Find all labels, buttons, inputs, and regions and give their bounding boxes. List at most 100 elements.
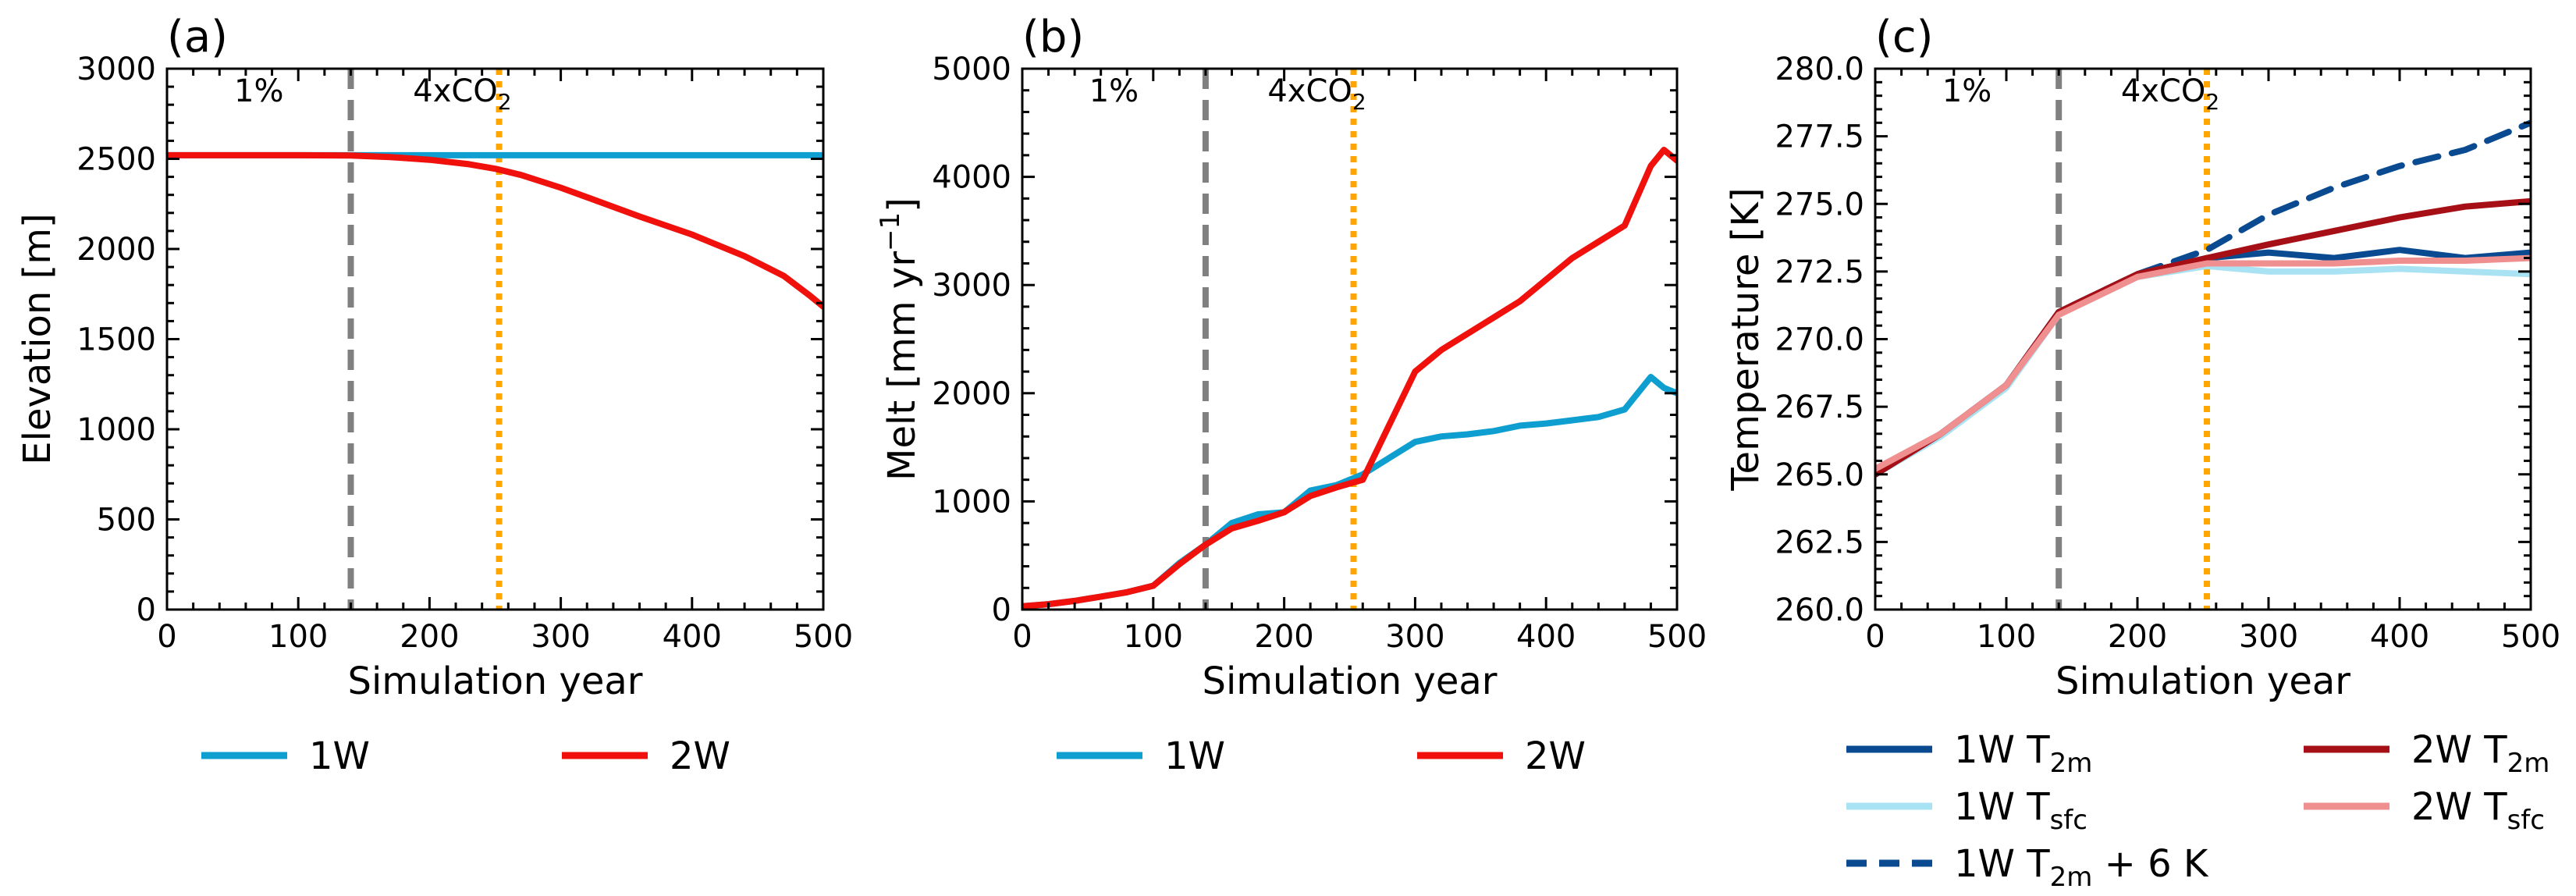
legend-label-subscript: 2m xyxy=(2050,748,2093,779)
y-tick-label: 2500 xyxy=(76,142,156,178)
legend-label-subscript: 2m xyxy=(2507,748,2550,779)
series-line-2w xyxy=(1022,147,1677,610)
y-tick-label: 1000 xyxy=(76,412,156,448)
phase-annotation-4xco2-sub: 2 xyxy=(2205,89,2219,115)
axes-frame xyxy=(1021,67,1679,611)
legend-label-1w-t2m-6-k: 1W T2m + 6 K xyxy=(1954,842,2209,893)
y-tick-label: 267.5 xyxy=(1775,389,1864,425)
legend-label-1w: 1W xyxy=(309,734,370,778)
x-tick-label: 200 xyxy=(2108,619,2167,655)
x-tick-label: 200 xyxy=(400,619,459,655)
phase-annotation-4xco2-main: 4xCO xyxy=(1267,73,1352,109)
legend-label-1w-t2m: 1W T2m xyxy=(1954,728,2092,779)
y-axis-label-main: Melt [mm yr xyxy=(880,251,924,481)
legend-label-2w-tsfc: 2W Tsfc xyxy=(2411,785,2545,836)
phase-annotation-4xco2: 4xCO2 xyxy=(1267,73,1366,115)
x-tick-label: 400 xyxy=(663,619,722,655)
legend-label-subscript: sfc xyxy=(2050,805,2087,836)
axes-frame xyxy=(1874,67,2532,611)
x-tick-label: 0 xyxy=(1865,619,1885,655)
legend-label-main: 1W T xyxy=(1954,728,2050,772)
x-tick-label: 500 xyxy=(1647,619,1707,655)
panel-label: (c) xyxy=(1875,12,1933,62)
x-tick-label: 300 xyxy=(2239,619,2298,655)
x-tick-label: 100 xyxy=(268,619,328,655)
y-tick-label: 280.0 xyxy=(1775,52,1864,87)
phase-annotation-1pct: 1% xyxy=(1942,73,1992,109)
phase-annotation-4xco2-sub: 2 xyxy=(498,89,512,115)
plot-area xyxy=(1022,69,1677,610)
x-tick-label: 300 xyxy=(1385,619,1444,655)
legend-label-main: 2W T xyxy=(2411,728,2507,772)
phase-annotation-4xco2-main: 4xCO xyxy=(2121,73,2206,109)
y-tick-label: 4000 xyxy=(932,160,1011,196)
legend-label-main: 1W T xyxy=(1954,785,2050,829)
x-tick-label: 0 xyxy=(157,619,176,655)
y-tick-label: 2000 xyxy=(932,376,1011,412)
y-tick-label: 500 xyxy=(97,503,156,539)
legend-label-main: 1W T xyxy=(1954,842,2050,886)
y-tick-label: 277.5 xyxy=(1775,119,1864,155)
x-tick-label: 300 xyxy=(531,619,590,655)
y-tick-label: 270.0 xyxy=(1775,322,1864,358)
series-line-2w-t2m xyxy=(1875,197,2531,478)
y-axis-label: Temperature [K] xyxy=(1724,187,1768,491)
y-tick-label: 0 xyxy=(137,592,156,628)
y-tick-label: 3000 xyxy=(76,52,156,87)
x-tick-label: 100 xyxy=(1124,619,1183,655)
y-axis-label-end: ] xyxy=(880,197,924,212)
legend-label-2w: 2W xyxy=(670,734,730,778)
legend-label-2w: 2W xyxy=(1525,734,1586,778)
y-axis-label: Elevation [m] xyxy=(16,213,59,464)
x-tick-label: 400 xyxy=(1516,619,1576,655)
y-tick-label: 3000 xyxy=(932,268,1011,304)
legend-label-subscript: sfc xyxy=(2507,805,2545,836)
phase-annotation-1pct: 1% xyxy=(234,73,283,109)
x-axis-label: Simulation year xyxy=(2055,660,2350,703)
phase-annotation-1pct: 1% xyxy=(1089,73,1139,109)
phase-annotation-4xco2-main: 4xCO xyxy=(413,73,498,109)
series-line-2w xyxy=(167,151,823,310)
series-line-1w-t2m xyxy=(1875,247,2531,478)
legend-label-1w: 1W xyxy=(1164,734,1225,778)
x-tick-label: 500 xyxy=(794,619,853,655)
y-tick-label: 272.5 xyxy=(1775,254,1864,290)
y-tick-label: 2000 xyxy=(76,232,156,268)
series-line-2w-tsfc xyxy=(1875,254,2531,472)
series-line-1w xyxy=(1022,374,1677,610)
plot-area xyxy=(167,69,823,610)
y-tick-label: 5000 xyxy=(932,52,1011,87)
y-tick-label: 1500 xyxy=(76,322,156,358)
axes-frame xyxy=(165,67,825,611)
y-tick-label: 275.0 xyxy=(1775,187,1864,222)
y-tick-label: 265.0 xyxy=(1775,457,1864,493)
panel-label: (b) xyxy=(1022,12,1084,62)
legend-label-end: + 6 K xyxy=(2092,842,2209,886)
x-tick-label: 500 xyxy=(2501,619,2560,655)
y-tick-label: 0 xyxy=(992,592,1011,628)
plot-area xyxy=(1875,69,2531,610)
x-tick-label: 100 xyxy=(1977,619,2036,655)
y-axis-label-superscript: −1 xyxy=(875,212,906,251)
y-tick-label: 1000 xyxy=(932,484,1011,520)
legend-label-subscript: 2m xyxy=(2050,862,2093,893)
x-tick-label: 400 xyxy=(2370,619,2429,655)
panel-label: (a) xyxy=(167,12,228,62)
y-tick-label: 262.5 xyxy=(1775,524,1864,560)
legend-label-2w-t2m: 2W T2m xyxy=(2411,728,2549,779)
x-tick-label: 200 xyxy=(1254,619,1313,655)
x-axis-label: Simulation year xyxy=(347,660,642,703)
phase-annotation-4xco2-sub: 2 xyxy=(1352,89,1366,115)
legend-label-main: 2W T xyxy=(2411,785,2507,829)
series-line-1w-t2m-6-k xyxy=(1875,119,2531,478)
legend-label-1w-tsfc: 1W Tsfc xyxy=(1954,785,2087,836)
phase-annotation-4xco2: 4xCO2 xyxy=(413,73,511,115)
x-axis-label: Simulation year xyxy=(1202,660,1497,703)
y-axis-label: Melt [mm yr−1] xyxy=(875,197,924,481)
panel-3: 0 100 200 300 400 500 260.0 262.5 265.0 267.5 270.… xyxy=(1724,12,2560,893)
y-tick-label: 260.0 xyxy=(1775,592,1864,628)
panel-2: 0 100 200 300 400 500010002000300040005000Sim… xyxy=(875,12,1707,778)
series-line-1w-tsfc xyxy=(1875,262,2531,478)
panel-1: 0 100 200 300 400 500 0 500 1000 1500 2000 2500 3000… xyxy=(16,12,853,778)
